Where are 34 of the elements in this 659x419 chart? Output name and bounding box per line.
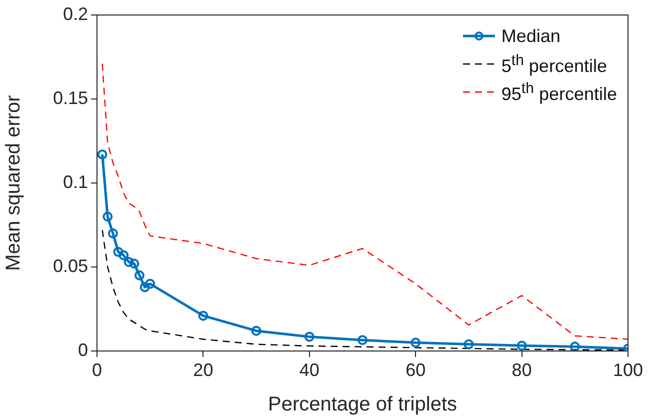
y-axis-title: Mean squared error bbox=[2, 94, 25, 271]
x-tick-label: 40 bbox=[299, 360, 320, 380]
point bbox=[145, 278, 156, 289]
point bbox=[304, 332, 314, 342]
y-tick-label: 0.1 bbox=[62, 172, 88, 192]
x-axis-title: Percentage of triplets bbox=[268, 394, 457, 416]
point bbox=[108, 228, 118, 238]
point bbox=[140, 282, 150, 292]
point bbox=[570, 342, 580, 351]
legend-label: 95$^{th}$ percentile bbox=[501, 80, 617, 104]
point bbox=[129, 258, 140, 269]
x-tick-label: 100 bbox=[612, 360, 644, 380]
point bbox=[102, 212, 113, 222]
y-tick-label: 0 bbox=[78, 340, 88, 360]
y-tick-label: 0.15 bbox=[52, 88, 88, 108]
point bbox=[118, 250, 129, 260]
point bbox=[464, 339, 474, 350]
point bbox=[198, 310, 208, 321]
legend-label: 5$^{th}$ percentile bbox=[501, 52, 607, 76]
point bbox=[516, 340, 527, 351]
point bbox=[113, 246, 124, 257]
x-tick-label: 0 bbox=[92, 360, 102, 380]
x-tick-label: 80 bbox=[512, 360, 532, 380]
y-tick-label: 0.2 bbox=[62, 4, 88, 24]
x-tick-label: 20 bbox=[193, 360, 214, 380]
x-tick-label: 60 bbox=[406, 360, 426, 380]
point bbox=[124, 256, 134, 267]
point bbox=[358, 335, 368, 346]
point bbox=[134, 270, 144, 280]
y-tick-label: 0.05 bbox=[52, 256, 88, 276]
point bbox=[251, 326, 262, 336]
point bbox=[97, 149, 108, 160]
point bbox=[410, 338, 421, 348]
legend-label: Median bbox=[501, 26, 560, 46]
